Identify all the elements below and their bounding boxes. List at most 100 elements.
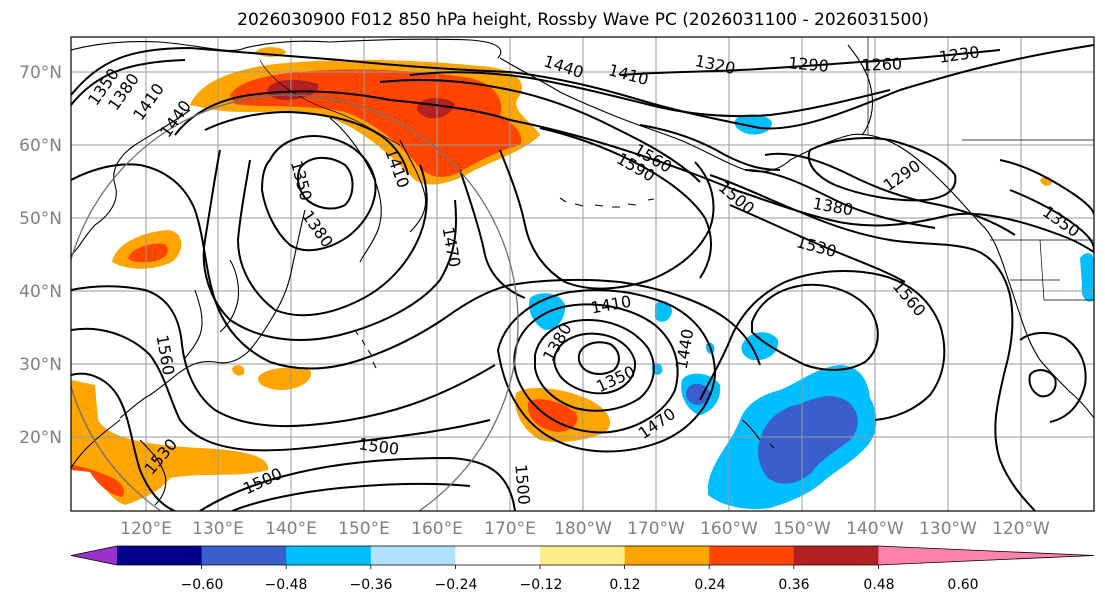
colorbar-tick-label: −0.48 bbox=[265, 577, 308, 593]
colorbar-tick-label: 0.24 bbox=[694, 577, 725, 593]
lon-label: 160°E bbox=[411, 519, 463, 539]
colorbar-tick-labels: −0.60 −0.48 −0.36 −0.24 −0.12 0.12 0.24 … bbox=[181, 577, 979, 593]
negative-anomaly-region bbox=[1080, 253, 1094, 302]
colorbar-tick-label: −0.24 bbox=[435, 577, 478, 593]
coastline bbox=[71, 109, 191, 256]
height-contour bbox=[379, 79, 701, 183]
colorbar-segment bbox=[201, 546, 287, 565]
colorbar-segment bbox=[286, 546, 372, 565]
colorbar-segment bbox=[624, 546, 710, 565]
coastline bbox=[559, 197, 655, 208]
height-contour bbox=[71, 163, 761, 370]
height-contour bbox=[709, 174, 1036, 511]
coastline bbox=[499, 57, 791, 173]
height-contour bbox=[71, 372, 176, 511]
map-area: 1350 1380 1410 1440 1440 1410 1320 1290 … bbox=[71, 37, 1094, 511]
height-contour bbox=[751, 283, 879, 371]
height-contour bbox=[459, 169, 526, 299]
colorbar-tick-label: 0.60 bbox=[947, 577, 978, 593]
latitude-labels: 70°N 60°N 50°N 40°N 30°N 20°N bbox=[19, 63, 62, 448]
height-contour bbox=[513, 303, 679, 434]
coastline bbox=[139, 439, 167, 506]
lat-label: 50°N bbox=[19, 209, 62, 229]
colorbar: −0.60 −0.48 −0.36 −0.24 −0.12 0.12 0.24 … bbox=[70, 545, 1095, 593]
coastlines bbox=[71, 37, 1094, 506]
longitude-labels: 120°E 130°E 140°E 150°E 160°E 170°E 180°… bbox=[120, 519, 1050, 539]
lon-label: 120°W bbox=[992, 519, 1050, 539]
height-contour bbox=[199, 456, 516, 511]
colorbar-ticks bbox=[201, 565, 879, 569]
coastline bbox=[354, 329, 377, 369]
lon-label: 180°W bbox=[554, 519, 612, 539]
lat-label: 70°N bbox=[19, 63, 62, 83]
height-contour bbox=[71, 44, 1094, 130]
height-contour bbox=[539, 127, 712, 279]
coastline bbox=[741, 419, 775, 449]
height-contour bbox=[764, 152, 1016, 236]
colorbar-tick-label: 0.36 bbox=[778, 577, 809, 593]
graticule bbox=[71, 37, 1094, 511]
negative-anomaly-core bbox=[758, 396, 858, 484]
colorbar-tick-label: −0.60 bbox=[181, 577, 224, 593]
height-contour bbox=[71, 327, 491, 452]
height-contour bbox=[744, 169, 936, 229]
height-contour bbox=[71, 285, 496, 428]
positive-anomaly-region bbox=[71, 380, 269, 505]
lon-label: 130°W bbox=[919, 519, 977, 539]
colorbar-segments bbox=[70, 545, 1095, 566]
height-contour bbox=[807, 137, 957, 202]
height-contour bbox=[1028, 369, 1057, 398]
map-title: 2026030900 F012 850 hPa height, Rossby W… bbox=[237, 10, 929, 30]
lat-label: 60°N bbox=[19, 136, 62, 156]
coastline bbox=[184, 289, 203, 359]
lon-label: 170°E bbox=[484, 519, 536, 539]
height-contours bbox=[71, 44, 1094, 511]
coastline bbox=[119, 349, 251, 419]
negative-anomaly-region bbox=[734, 114, 772, 135]
height-contour bbox=[619, 49, 1001, 76]
height-contour bbox=[409, 71, 891, 118]
height-contour bbox=[534, 318, 655, 412]
positive-anomaly-core bbox=[128, 243, 168, 263]
positive-anomaly-region bbox=[232, 365, 245, 376]
lon-label: 130°E bbox=[192, 519, 244, 539]
coastline bbox=[1004, 269, 1094, 419]
height-contour bbox=[71, 59, 186, 106]
lat-label: 20°N bbox=[19, 428, 62, 448]
height-contour bbox=[496, 289, 717, 453]
lon-label: 150°W bbox=[773, 519, 831, 539]
colorbar-segment bbox=[370, 546, 456, 565]
contour-label: 1500 bbox=[511, 463, 533, 505]
height-contour bbox=[202, 149, 458, 341]
height-contour bbox=[296, 156, 354, 210]
colorbar-segment bbox=[709, 546, 795, 565]
height-contour bbox=[1009, 189, 1094, 251]
height-contour bbox=[1019, 332, 1087, 423]
height-contour bbox=[639, 124, 781, 171]
colorbar-extend-high bbox=[878, 546, 1094, 565]
lon-label: 140°E bbox=[265, 519, 317, 539]
colorbar-segment bbox=[540, 546, 626, 565]
colorbar-tick-label: 0.48 bbox=[863, 577, 894, 593]
height-contour bbox=[699, 269, 946, 421]
contour-label: 1260 bbox=[861, 54, 902, 74]
height-contour bbox=[204, 110, 409, 176]
colorbar-segment bbox=[793, 546, 879, 565]
negative-anomaly-region bbox=[741, 332, 779, 361]
lat-label: 30°N bbox=[19, 355, 62, 375]
coastline bbox=[71, 38, 502, 59]
lon-label: 150°E bbox=[338, 519, 390, 539]
colorbar-segment bbox=[455, 546, 541, 565]
lon-label: 170°W bbox=[627, 519, 685, 539]
negative-anomaly-core bbox=[685, 383, 710, 405]
political-border bbox=[1039, 239, 1094, 301]
height-contour bbox=[729, 204, 906, 283]
lon-label: 140°W bbox=[846, 519, 904, 539]
height-contour bbox=[999, 159, 1094, 216]
coastline bbox=[399, 139, 427, 233]
positive-anomaly-core bbox=[527, 399, 578, 432]
colorbar-tick-label: −0.12 bbox=[520, 577, 563, 593]
colorbar-outline bbox=[70, 545, 1095, 566]
height-contour bbox=[577, 341, 620, 375]
